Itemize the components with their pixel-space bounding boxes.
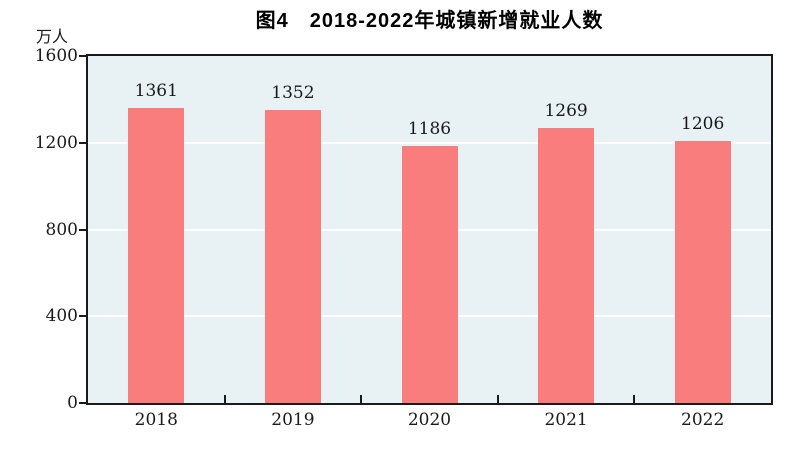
x-tick-mark xyxy=(223,395,226,403)
plot-inner-layer: 1361 1352 1186 1269 1206 xyxy=(88,56,771,403)
bar xyxy=(538,127,595,403)
y-tick-label: 1200 xyxy=(34,132,78,153)
y-tick-label: 0 xyxy=(67,393,78,413)
bar-value-label: 1206 xyxy=(681,114,725,135)
bar xyxy=(128,107,185,403)
y-tick-mark xyxy=(79,315,86,318)
y-axis-unit-label: 万人 xyxy=(36,27,69,46)
gridline xyxy=(88,141,771,144)
x-axis-label: 2020 xyxy=(407,410,452,430)
bar xyxy=(401,145,458,403)
bar-value-label: 1352 xyxy=(271,82,315,103)
bar-value-label: 1186 xyxy=(407,118,452,139)
x-axis-label: 2018 xyxy=(134,410,178,430)
y-tick-label: 400 xyxy=(45,306,78,327)
x-axis-label: 2019 xyxy=(271,410,315,430)
bar-value-label: 1269 xyxy=(544,100,588,121)
bar xyxy=(674,141,731,403)
y-tick-label: 800 xyxy=(45,219,78,240)
x-tick-mark xyxy=(360,395,363,403)
bar xyxy=(264,109,321,403)
y-tick-mark xyxy=(79,402,86,404)
y-tick-mark xyxy=(79,55,86,57)
x-axis-label: 2022 xyxy=(681,410,725,430)
y-tick-label: 1600 xyxy=(34,46,78,66)
bar-value-label: 1361 xyxy=(134,80,178,101)
y-tick-mark xyxy=(79,141,86,144)
y-tick-mark xyxy=(79,228,86,231)
x-tick-mark xyxy=(496,395,499,403)
plot-area: 1361 1352 1186 1269 1206 xyxy=(86,54,773,405)
chart-title: 图4 2018-2022年城镇新增就业人数 xyxy=(255,10,604,32)
x-axis-label: 2021 xyxy=(544,410,588,430)
x-tick-mark xyxy=(633,395,636,403)
